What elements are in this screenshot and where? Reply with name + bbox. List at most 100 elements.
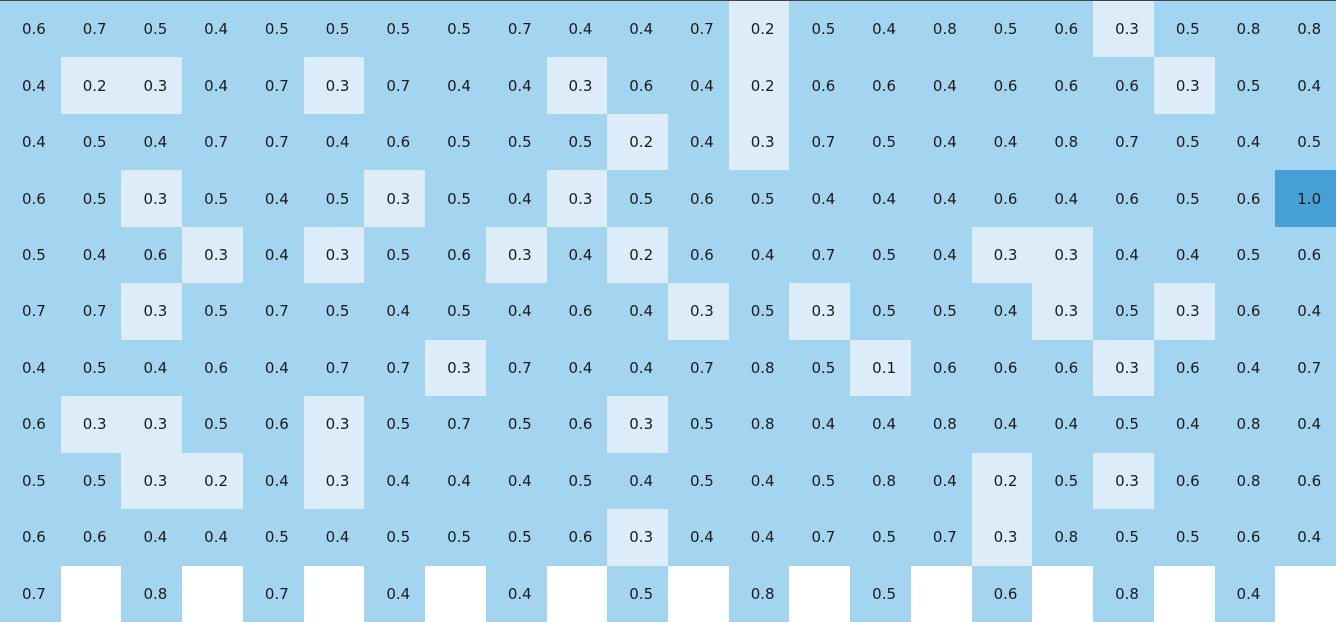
cell: 0.4 (485, 57, 547, 114)
cell: 0.6 (1153, 452, 1215, 510)
cell: 0.5 (910, 283, 972, 340)
cell: 0.6 (607, 57, 668, 114)
cell: 0.6 (60, 509, 122, 566)
cell: 0.5 (789, 452, 851, 510)
cell: 0.5 (303, 283, 365, 340)
cell: 0.4 (971, 396, 1033, 453)
cell: 0.2 (971, 452, 1033, 510)
cell: 0.7 (485, 339, 547, 397)
cell: 0.5 (850, 509, 911, 566)
cell: 0.5 (425, 509, 486, 566)
cell: 0.3 (121, 170, 183, 227)
cell: 0.4 (303, 509, 365, 566)
cell: 0.5 (0, 452, 61, 510)
cell: 0.6 (1214, 170, 1276, 227)
cell: 0.4 (971, 283, 1033, 340)
cell: 0.5 (425, 283, 486, 340)
cell: 0.5 (485, 396, 547, 453)
cell: 0.4 (364, 565, 426, 622)
cell: 0.5 (364, 396, 426, 453)
cell: 0.4 (485, 170, 547, 227)
cell: 0.5 (425, 1, 486, 58)
cell: 0.6 (667, 170, 729, 227)
cell: 0.4 (425, 57, 486, 114)
cell: 0.3 (607, 396, 668, 453)
cell: 0.3 (1093, 339, 1154, 397)
cell: 0.1 (850, 339, 911, 397)
cell: 0.5 (485, 509, 547, 566)
cell: 0.3 (546, 57, 608, 114)
cell: 0.5 (485, 113, 547, 171)
cell: 0.5 (60, 452, 122, 510)
cell: 0.5 (1214, 226, 1276, 284)
cell: 0.5 (1214, 57, 1276, 114)
cell: 0.8 (1032, 509, 1094, 566)
empty-cell (303, 565, 365, 622)
cell: 0.5 (728, 170, 790, 227)
cell: 0.4 (607, 1, 668, 58)
cell: 0.4 (242, 226, 304, 284)
cell: 0.3 (971, 509, 1033, 566)
cell: 0.5 (303, 1, 365, 58)
cell: 0.4 (850, 170, 911, 227)
cell: 0.3 (971, 226, 1033, 284)
cell: 0.4 (910, 452, 972, 510)
cell: 0.7 (242, 565, 304, 622)
cell: 0.6 (1032, 339, 1094, 397)
cell: 0.8 (728, 565, 790, 622)
cell: 0.4 (182, 509, 243, 566)
cell: 0.4 (242, 170, 304, 227)
cell: 0.3 (303, 57, 365, 114)
cell: 0.3 (182, 226, 243, 284)
cell: 0.4 (485, 565, 547, 622)
cell: 0.8 (1214, 452, 1276, 510)
cell: 0.6 (971, 565, 1033, 622)
cell: 0.8 (1214, 396, 1276, 453)
cell: 0.7 (667, 339, 729, 397)
cell: 0.6 (242, 396, 304, 453)
cell: 0.8 (728, 396, 790, 453)
cell: 0.6 (910, 339, 972, 397)
cell: 0.3 (1032, 283, 1094, 340)
cell: 0.5 (364, 226, 426, 284)
cell: 0.4 (789, 396, 851, 453)
cell: 0.5 (850, 113, 911, 171)
cell: 0.7 (1093, 113, 1154, 171)
cell: 0.5 (667, 452, 729, 510)
empty-cell (910, 565, 972, 622)
cell: 0.4 (546, 226, 608, 284)
cell: 0.4 (667, 509, 729, 566)
cell: 0.4 (1275, 396, 1336, 453)
cell: 0.3 (546, 170, 608, 227)
cell: 0.5 (546, 113, 608, 171)
cell: 0.5 (1153, 113, 1215, 171)
cell: 0.5 (1032, 452, 1094, 510)
cell: 0.4 (1275, 509, 1336, 566)
cell: 0.4 (607, 339, 668, 397)
cell: 0.6 (1032, 57, 1094, 114)
cell: 0.7 (242, 57, 304, 114)
cell: 0.6 (1093, 170, 1154, 227)
cell: 0.5 (1153, 170, 1215, 227)
cell: 0.4 (789, 170, 851, 227)
cell: 0.4 (728, 226, 790, 284)
cell: 0.8 (121, 565, 183, 622)
cell: 0.4 (0, 57, 61, 114)
cell: 0.7 (182, 113, 243, 171)
cell: 0.2 (60, 57, 122, 114)
cell: 0.3 (667, 283, 729, 340)
cell: 0.4 (1093, 226, 1154, 284)
cell: 0.6 (971, 170, 1033, 227)
cell: 0.6 (0, 509, 61, 566)
empty-cell (546, 565, 608, 622)
cell: 0.3 (789, 283, 851, 340)
cell: 0.8 (1275, 1, 1336, 58)
cell: 0.2 (607, 226, 668, 284)
cell: 0.7 (0, 565, 61, 622)
cell: 0.7 (910, 509, 972, 566)
cell: 0.4 (485, 452, 547, 510)
cell: 0.3 (1153, 283, 1215, 340)
cell: 0.4 (182, 57, 243, 114)
cell: 0.5 (1275, 113, 1336, 171)
